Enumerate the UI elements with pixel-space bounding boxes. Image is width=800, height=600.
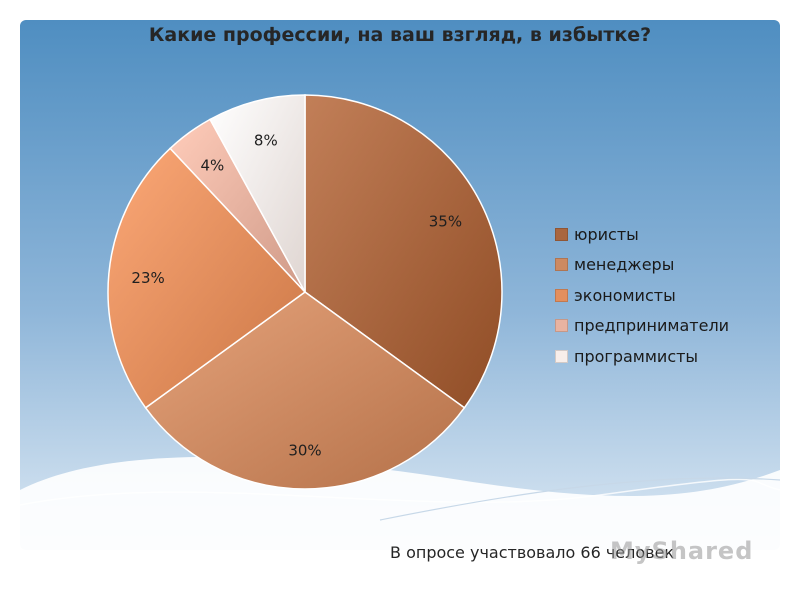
legend-swatch: [555, 258, 568, 272]
legend-item-менеджеры: менеджеры: [555, 250, 729, 281]
pie-slice-менеджеры: [144, 291, 466, 490]
legend-item-экономисты: экономисты: [555, 280, 729, 311]
pie-slice-экономисты: [107, 147, 307, 409]
data-label-программисты: 8%: [254, 131, 278, 149]
chart-legend: юристы менеджеры экономисты предприниматели…: [555, 219, 729, 372]
data-label-предприниматели: 4%: [200, 156, 224, 174]
survey-footnote: В опросе участвовало 66 человек: [390, 543, 675, 562]
legend-swatch: [555, 319, 568, 333]
legend-swatch: [555, 227, 568, 241]
legend-item-юристы: юристы: [555, 219, 729, 250]
legend-label: экономисты: [574, 285, 676, 305]
legend-label: предприниматели: [574, 316, 730, 336]
watermark-logo: MyShared: [610, 537, 754, 565]
legend-swatch: [555, 349, 568, 363]
legend-item-программисты: программисты: [555, 341, 729, 372]
chart-title: Какие профессии, на ваш взгляд, в избытк…: [148, 24, 652, 46]
legend-item-предприниматели: предприниматели: [555, 311, 729, 342]
legend-label: менеджеры: [574, 255, 675, 275]
legend-label: программисты: [574, 346, 699, 366]
pie-slice-юристы: [304, 94, 503, 409]
pie-slice-программисты: [209, 94, 306, 293]
legend-label: юристы: [574, 224, 639, 244]
data-label-юристы: 35%: [429, 212, 462, 230]
legend-swatch: [555, 288, 568, 302]
data-label-экономисты: 23%: [131, 269, 164, 287]
data-label-менеджеры: 30%: [288, 442, 321, 460]
